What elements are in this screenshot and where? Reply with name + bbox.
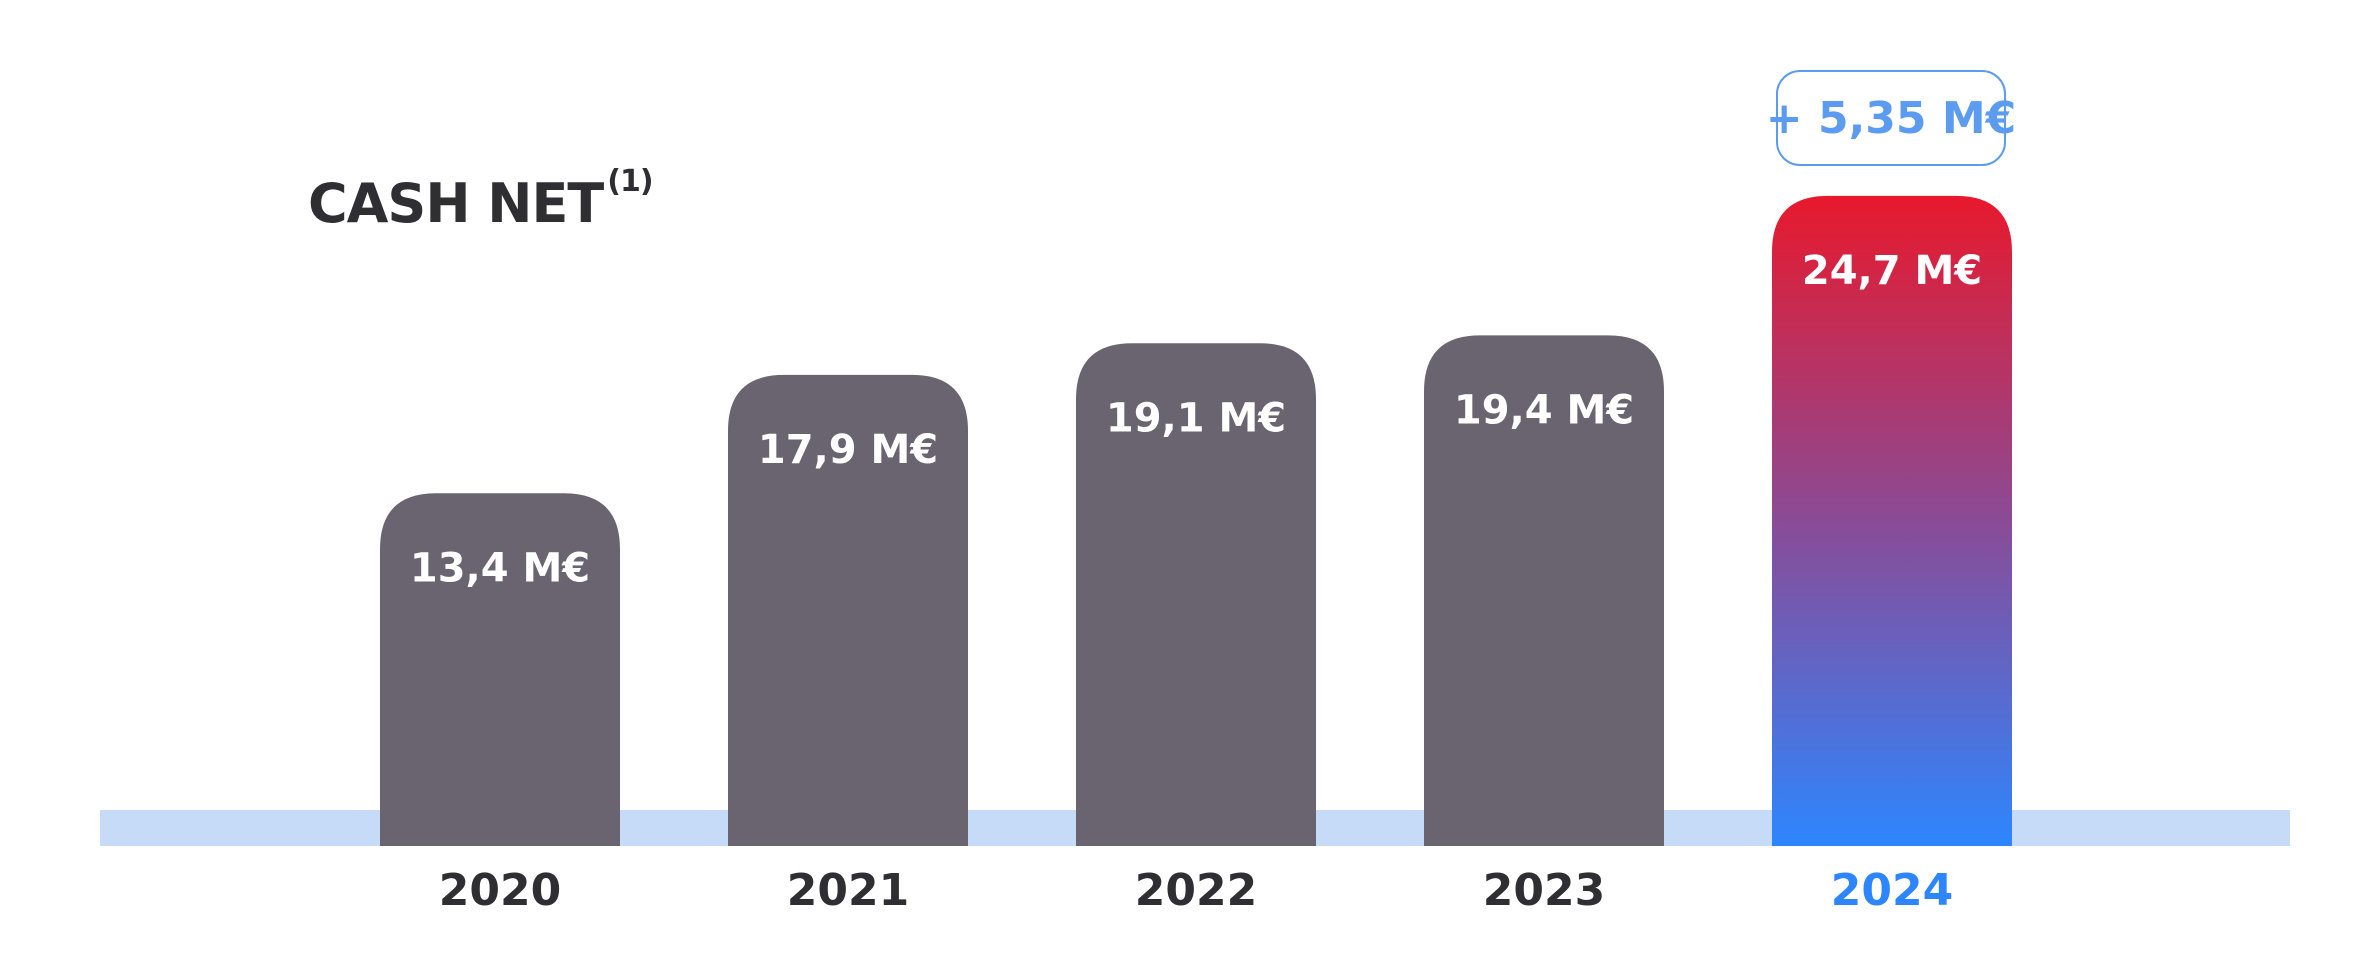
value-label-2023: 19,4 M€ [1454, 387, 1634, 433]
bar-2024 [1772, 195, 2012, 846]
chart-title-footnote: (1) [607, 164, 653, 199]
bar-2022 [1076, 343, 1316, 846]
value-label-2024: 24,7 M€ [1802, 248, 1982, 294]
bar-2021 [728, 374, 968, 846]
growth-badge-text: + 5,35 M€ [1765, 92, 2017, 144]
growth-badge: + 5,35 M€ [1766, 70, 2016, 166]
value-label-2020: 13,4 M€ [410, 545, 590, 591]
value-label-2022: 19,1 M€ [1106, 395, 1286, 441]
year-label-2021: 2021 [787, 865, 909, 916]
year-label-2023: 2023 [1483, 865, 1605, 916]
chart-title: CASH NET (1) [308, 164, 654, 235]
bar-2023 [1424, 335, 1664, 846]
chart-title-text: CASH NET [308, 172, 604, 235]
bar-2020 [380, 493, 620, 846]
value-label-2021: 17,9 M€ [758, 427, 938, 473]
year-label-2024: 2024 [1831, 865, 1953, 916]
year-label-2020: 2020 [439, 865, 561, 916]
year-label-2022: 2022 [1135, 865, 1257, 916]
